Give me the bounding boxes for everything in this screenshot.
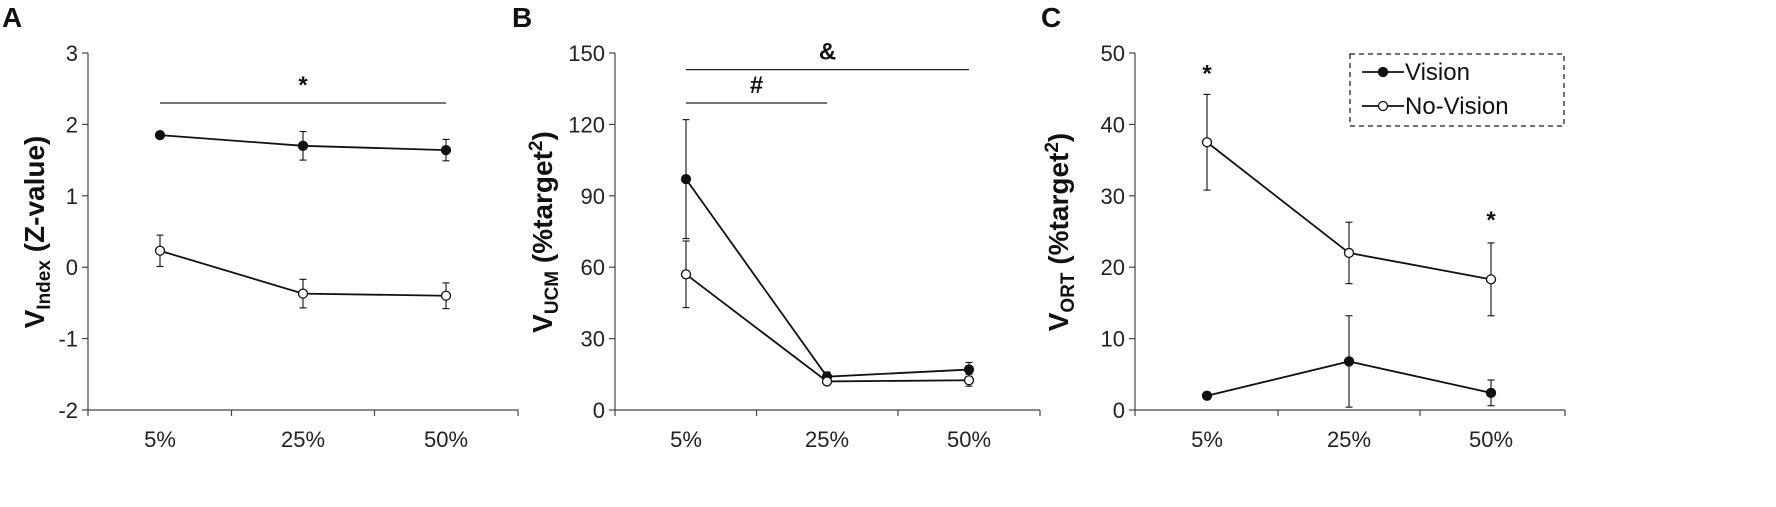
legend-marker-vision (1377, 66, 1389, 78)
panel-b-significance-label: # (750, 72, 763, 99)
panel-c-y-tick-label: 10 (1101, 327, 1125, 352)
panel-a-y-tick-label: 0 (66, 255, 78, 280)
panel-c: C VORT (%target2) Vision No-Vision 50 40 3… (1041, 2, 1566, 452)
legend-label-vision: Vision (1405, 59, 1470, 86)
panel-a-x-tick-label: 50% (424, 427, 468, 452)
legend: Vision No-Vision (1349, 53, 1565, 127)
panel-a-label: A (2, 2, 22, 33)
panel-a-point-vision (440, 144, 452, 156)
panel-c-point-vision (1343, 356, 1355, 367)
panel-b-y-tick-label: 30 (581, 327, 605, 352)
panel-a-x-tick-label: 25% (281, 427, 325, 452)
panel-b-point-vision (963, 364, 975, 375)
panel-a-y-tick-label: 3 (66, 41, 78, 66)
panel-a-y-tick-label: 1 (66, 184, 78, 209)
panel-c-y-tick-label: 20 (1101, 255, 1125, 280)
panel-b-significance-label: & (819, 39, 836, 66)
panel-a-point-no-vision (297, 288, 309, 299)
panel-b-x-tick-label: 25% (805, 427, 849, 452)
legend-frame (1349, 53, 1565, 127)
legend-label-no-vision: No-Vision (1405, 93, 1509, 120)
panel-c-label: C (1041, 2, 1061, 33)
panel-b-point-no-vision (821, 376, 833, 387)
panel-a-y-tick-label: -2 (58, 398, 78, 423)
panel-b-series-line-no-vision (685, 273, 970, 383)
panel-a-y-tick-label: -1 (58, 327, 78, 352)
panel-b: B VUCM (%target2) 150 120 90 60 30 0 5% 25% 50% &… (512, 2, 1041, 452)
panel-c-point-vision (1201, 390, 1213, 401)
panel-b-point-vision (680, 173, 692, 185)
panel-c-x-tick-label: 50% (1469, 427, 1513, 452)
panel-a-point-no-vision (440, 290, 452, 301)
panel-c-y-tick-label: 30 (1101, 184, 1125, 209)
panel-a-ylabel: VIndex (Z-value) (19, 136, 55, 329)
panel-c-y-tick-label: 0 (1113, 398, 1125, 423)
panel-b-y-tick-label: 60 (581, 255, 605, 280)
panel-c-point-no-vision (1485, 274, 1497, 285)
panel-a-point-no-vision (154, 245, 166, 256)
panel-b-y-tick-label: 0 (593, 398, 605, 423)
panel-b-series-line-vision (685, 178, 970, 378)
panel-b-point-no-vision (963, 375, 975, 386)
panel-c-ylabel: VORT (%target2) (1042, 133, 1079, 332)
panel-b-label: B (512, 2, 532, 33)
panel-c-point-vision (1485, 387, 1497, 399)
panel-c-y-tick-label: 40 (1101, 112, 1125, 137)
panel-b-y-tick-label: 120 (568, 112, 605, 137)
panel-b-y-tick-label: 90 (581, 184, 605, 209)
panel-a-point-vision (154, 129, 166, 141)
panel-a-point-vision (297, 140, 309, 151)
panel-c-point-no-vision (1201, 137, 1213, 148)
panel-b-ylabel: VUCM (%target2) (526, 131, 563, 333)
panel-a-y-tick-label: 2 (66, 112, 78, 137)
panel-c-significance-label: * (1202, 61, 1212, 88)
panel-a-x-tick-label: 5% (144, 427, 176, 452)
panel-c-x-tick-label: 5% (1191, 427, 1223, 452)
panel-b-x-tick-label: 50% (947, 427, 991, 452)
panel-b-x-tick-label: 5% (670, 427, 702, 452)
panel-a: A VIndex (Z-value) 3 2 1 0 -1 -2 5% 25% 50% * (2, 2, 519, 452)
panel-c-y-tick-label: 50 (1101, 41, 1125, 66)
panel-c-point-no-vision (1343, 247, 1355, 259)
legend-marker-no-vision (1377, 100, 1389, 112)
panel-c-significance-label: * (1486, 207, 1496, 234)
panel-b-y-tick-label: 150 (568, 41, 605, 66)
panel-a-significance-label: * (298, 72, 308, 99)
panel-c-x-tick-label: 25% (1327, 427, 1371, 452)
panel-b-point-no-vision (680, 269, 692, 280)
